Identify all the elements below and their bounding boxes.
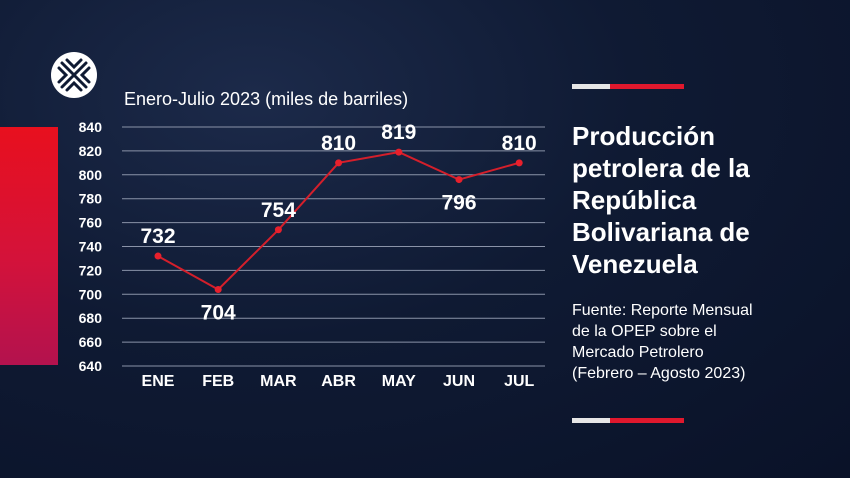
data-point xyxy=(335,159,343,167)
data-label: 810 xyxy=(502,132,537,155)
source-line: Mercado Petrolero xyxy=(572,344,704,361)
panel-title: Producción petrolera de la República Bol… xyxy=(572,120,832,280)
title-line: República xyxy=(572,185,697,215)
y-tick-label: 660 xyxy=(79,334,103,350)
x-tick-label: ABR xyxy=(321,373,356,390)
data-point xyxy=(515,159,523,167)
y-tick-label: 640 xyxy=(79,358,103,374)
data-point xyxy=(455,176,463,184)
title-line: Venezuela xyxy=(572,249,698,279)
data-point xyxy=(395,148,403,156)
decorative-stripe-top xyxy=(572,84,684,89)
x-tick-label: JUL xyxy=(504,373,534,390)
data-label: 754 xyxy=(261,199,296,222)
source-line: (Febrero – Agosto 2023) xyxy=(572,365,746,382)
y-tick-label: 680 xyxy=(79,310,103,326)
data-point xyxy=(274,226,282,234)
title-line: Bolivariana de xyxy=(572,217,750,247)
data-point xyxy=(154,252,162,260)
source-line: de la OPEP sobre el xyxy=(572,323,717,340)
y-tick-label: 720 xyxy=(79,262,103,278)
data-point xyxy=(214,286,222,294)
x-tick-label: MAR xyxy=(260,373,297,390)
source-note: Fuente: Reporte Mensual de la OPEP sobre… xyxy=(572,300,812,384)
y-tick-label: 780 xyxy=(79,191,103,207)
y-tick-label: 820 xyxy=(79,143,103,159)
y-tick-label: 800 xyxy=(79,167,103,183)
series-line xyxy=(157,151,520,291)
y-tick-label: 700 xyxy=(79,286,103,302)
data-label: 810 xyxy=(321,132,356,155)
decorative-stripe-bottom xyxy=(572,418,684,423)
chart-subtitle: Enero-Julio 2023 (miles de barriles) xyxy=(124,89,409,109)
source-line: Fuente: Reporte Mensual xyxy=(572,302,753,319)
title-line: Producción xyxy=(572,121,716,151)
x-tick-label: FEB xyxy=(202,373,234,390)
logo-icon xyxy=(51,52,97,98)
x-tick-label: ENE xyxy=(142,373,175,390)
data-label: 819 xyxy=(381,121,416,144)
y-tick-label: 840 xyxy=(79,119,103,135)
data-label: 796 xyxy=(441,192,476,215)
x-tick-label: JUN xyxy=(443,373,475,390)
y-tick-label: 760 xyxy=(79,215,103,231)
decorative-red-bar xyxy=(0,127,58,365)
y-tick-label: 740 xyxy=(79,239,103,255)
x-tick-label: MAY xyxy=(382,373,416,390)
data-label: 704 xyxy=(201,302,236,325)
data-label: 732 xyxy=(140,225,175,248)
title-line: petrolera de la xyxy=(572,153,750,183)
